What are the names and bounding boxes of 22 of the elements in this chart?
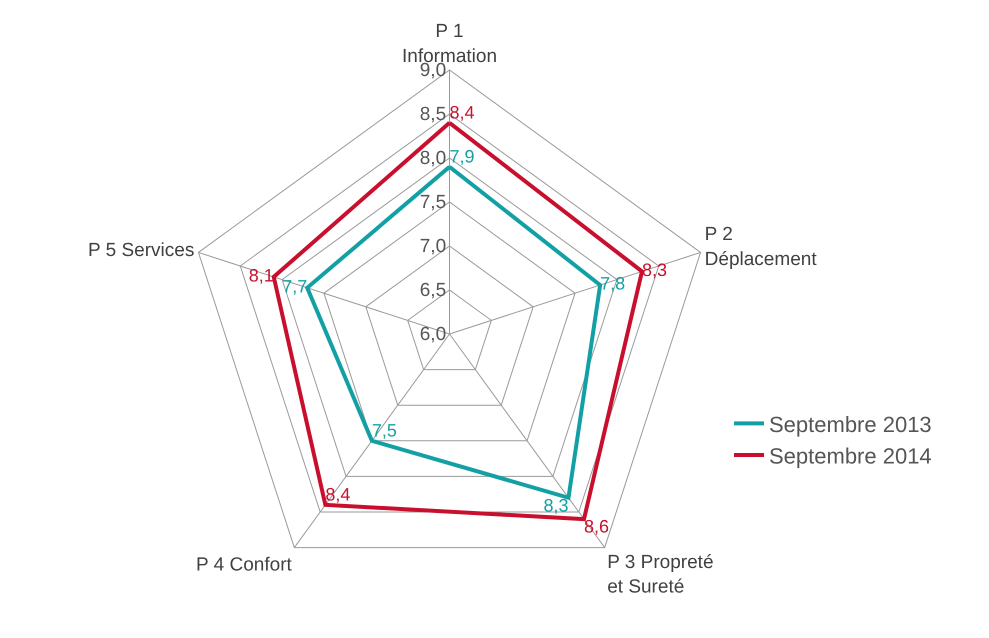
y-tick-label: 6,0 (420, 324, 446, 346)
y-tick-label: 6,5 (420, 280, 446, 302)
data-label: 8,4 (450, 102, 475, 122)
spoke-label: P 5 Services (88, 240, 194, 262)
spoke-label: P 3 Propreté et Sureté (607, 552, 714, 598)
y-tick-label: 7,0 (420, 236, 446, 258)
data-label: 7,7 (282, 276, 308, 296)
y-tick-label: 8,5 (420, 104, 446, 126)
y-tick-label: 7,5 (420, 192, 446, 214)
spoke-label: P 4 Confort (196, 554, 293, 576)
data-label: 7,9 (450, 146, 475, 166)
data-label: 8,1 (248, 265, 274, 286)
data-label: 7,5 (372, 420, 397, 440)
data-label: 7,8 (600, 274, 626, 294)
data-label: 8,3 (642, 260, 668, 280)
data-label: 8,4 (325, 484, 350, 504)
data-label: 8,3 (543, 495, 568, 516)
y-tick-label: 8,0 (420, 148, 446, 170)
data-label: 8,6 (584, 516, 610, 537)
spoke-label: P 2 Déplacement (704, 224, 818, 270)
legend-label: Septembre 2014 (769, 444, 932, 469)
legend-label: Septembre 2013 (769, 412, 932, 437)
